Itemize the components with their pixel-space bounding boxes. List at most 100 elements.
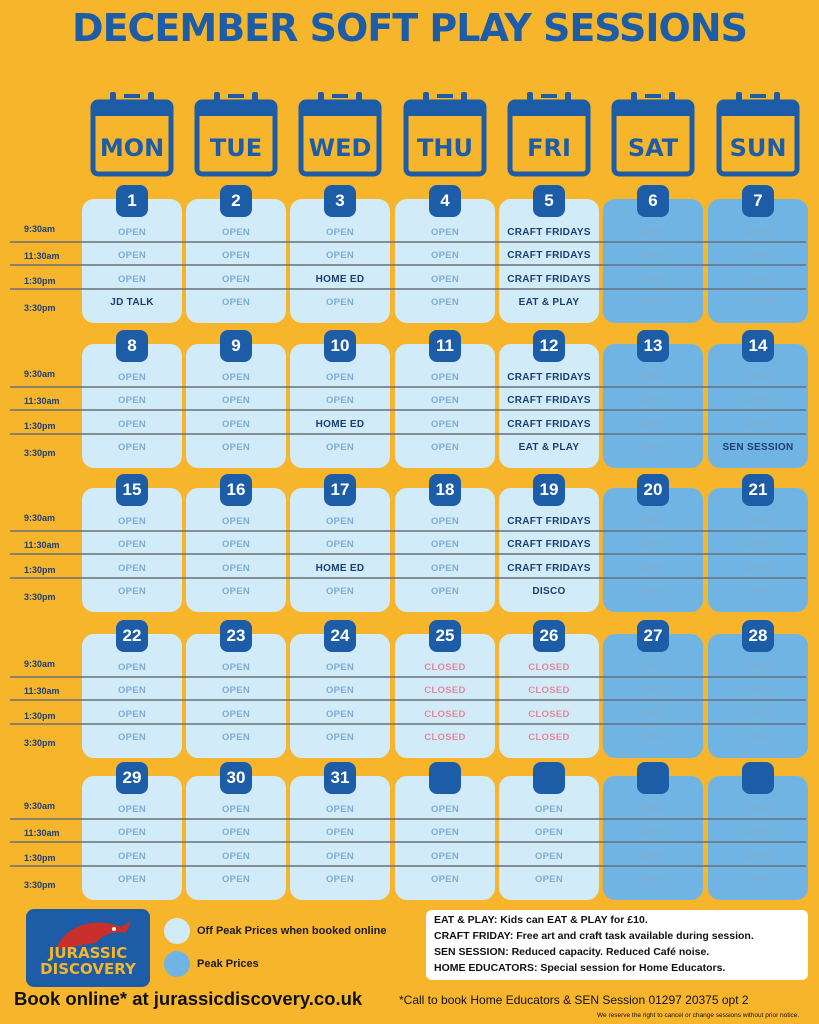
session-slot: OPEN (638, 586, 668, 597)
session-slot: HOME ED (315, 274, 365, 285)
day-cell[interactable] (82, 199, 182, 323)
session-slot: OPEN (638, 662, 668, 673)
day-cell[interactable] (708, 488, 808, 612)
day-cell[interactable] (395, 634, 495, 758)
day-cell[interactable] (82, 488, 182, 612)
session-slot: OPEN (743, 227, 773, 238)
day-cell[interactable] (499, 344, 599, 468)
peak-legend-label: Peak Prices (197, 958, 259, 970)
day-name: SAT (627, 134, 679, 162)
row-divider (10, 241, 806, 243)
session-slot: OPEN (534, 874, 564, 885)
day-cell[interactable] (290, 199, 390, 323)
day-cell[interactable] (395, 344, 495, 468)
time-label: 1:30pm (24, 711, 56, 721)
session-slot: OPEN (117, 250, 147, 261)
session-slot: OPEN (117, 874, 147, 885)
session-slot: OPEN (221, 804, 251, 815)
day-cell[interactable] (395, 776, 495, 900)
dinosaur-icon (56, 921, 131, 949)
session-slot: OPEN (117, 586, 147, 597)
session-slot: OPEN (430, 827, 460, 838)
day-cell[interactable] (290, 344, 390, 468)
note-eat-play: EAT & PLAY: Kids can EAT & PLAY for £10. (434, 914, 648, 926)
session-slot: OPEN (325, 804, 355, 815)
calendar-icon (507, 92, 591, 177)
day-cell[interactable] (708, 776, 808, 900)
day-cell[interactable] (499, 488, 599, 612)
session-slot: OPEN (221, 662, 251, 673)
time-label: 9:30am (24, 659, 56, 669)
day-cell[interactable] (290, 776, 390, 900)
day-cell[interactable] (603, 488, 703, 612)
session-slot: OPEN (534, 851, 564, 862)
session-slot: OPEN (325, 539, 355, 550)
session-slot: OPEN (638, 804, 668, 815)
date-badge: 14 (742, 330, 774, 362)
time-label: 11:30am (24, 396, 60, 406)
day-cell[interactable] (186, 634, 286, 758)
session-slot: SEN SESSION (722, 442, 794, 453)
day-cell[interactable] (499, 634, 599, 758)
date-badge: 1 (116, 185, 148, 217)
date-badge: 16 (220, 474, 252, 506)
row-divider (10, 530, 806, 532)
session-slot: OPEN (221, 274, 251, 285)
day-cell[interactable] (499, 199, 599, 323)
session-slot: OPEN (117, 709, 147, 720)
date-badge: 9 (220, 330, 252, 362)
session-slot: CLOSED (424, 732, 466, 743)
time-label: 1:30pm (24, 565, 56, 575)
session-slot: OPEN (743, 516, 773, 527)
day-cell[interactable] (603, 634, 703, 758)
offpeak-legend-label: Off Peak Prices when booked online (197, 925, 387, 937)
session-slot: OPEN (117, 395, 147, 406)
day-cell[interactable] (603, 344, 703, 468)
book-online-link[interactable]: Book online* at jurassicdiscovery.co.uk (14, 988, 363, 1009)
session-slot: DISCO (532, 586, 566, 597)
day-cell[interactable] (708, 344, 808, 468)
day-cell[interactable] (290, 634, 390, 758)
date-badge: 13 (637, 330, 669, 362)
day-cell[interactable] (290, 488, 390, 612)
day-cell[interactable] (186, 488, 286, 612)
day-cell[interactable] (82, 776, 182, 900)
day-header-tue: TUE (194, 90, 278, 178)
day-name: WED (308, 134, 372, 162)
date-badge: 23 (220, 620, 252, 652)
day-cell[interactable] (603, 776, 703, 900)
day-cell[interactable] (186, 344, 286, 468)
date-badge: 11 (429, 330, 461, 362)
session-slot: OPEN (325, 297, 355, 308)
session-slot: CLOSED (424, 685, 466, 696)
date-badge: 4 (429, 185, 461, 217)
peak-legend-swatch (164, 951, 190, 977)
session-slot: OPEN (743, 662, 773, 673)
session-slot: OPEN (221, 709, 251, 720)
time-label: 3:30pm (24, 738, 56, 748)
day-cell[interactable] (186, 776, 286, 900)
day-cell[interactable] (395, 199, 495, 323)
day-cell[interactable] (186, 199, 286, 323)
day-cell[interactable] (708, 634, 808, 758)
date-badge (742, 762, 774, 794)
session-slot: OPEN (430, 297, 460, 308)
session-slot: OPEN (325, 516, 355, 527)
reserve-note: We reserve the right to cancel or change… (597, 1012, 800, 1019)
day-cell[interactable] (395, 488, 495, 612)
day-cell[interactable] (82, 344, 182, 468)
session-slot: CRAFT FRIDAYS (507, 419, 591, 430)
date-badge: 7 (742, 185, 774, 217)
day-cell[interactable] (499, 776, 599, 900)
session-slot: OPEN (430, 442, 460, 453)
session-slot: OPEN (638, 442, 668, 453)
session-slot: OPEN (221, 227, 251, 238)
time-label: 3:30pm (24, 448, 56, 458)
day-cell[interactable] (82, 634, 182, 758)
day-header-thu: THU (403, 90, 487, 178)
day-cell[interactable] (603, 199, 703, 323)
day-header-sat: SAT (611, 90, 695, 178)
date-badge: 12 (533, 330, 565, 362)
day-cell[interactable] (708, 199, 808, 323)
session-slot: OPEN (325, 442, 355, 453)
